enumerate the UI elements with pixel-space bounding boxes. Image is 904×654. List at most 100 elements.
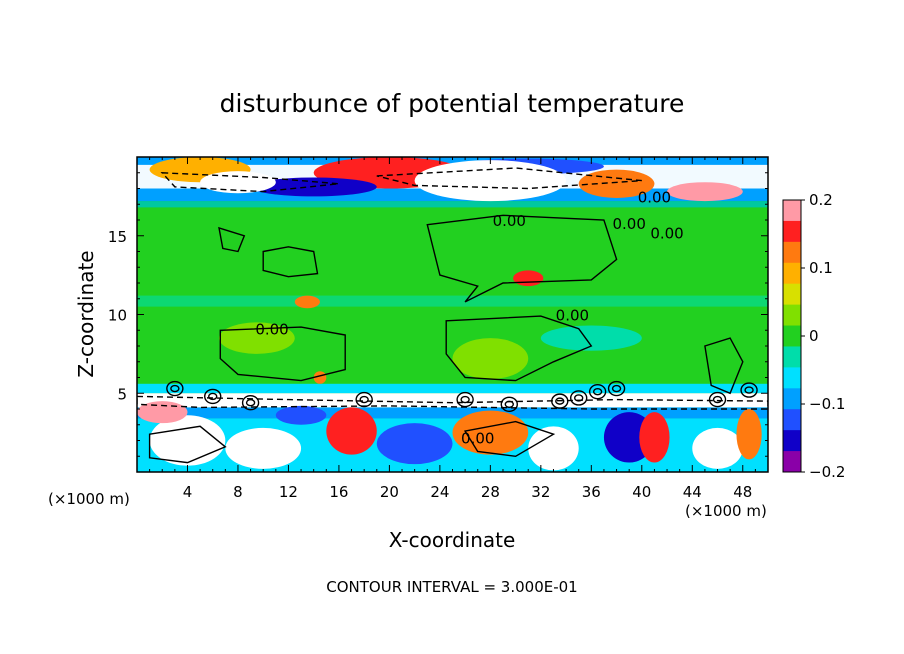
field-patch [639, 412, 670, 463]
contour-label: 0.00 [255, 321, 288, 339]
contour-line [160, 172, 339, 193]
contour-curl [166, 380, 184, 397]
x-tick-label: 12 [279, 483, 298, 501]
contour-labels: 0.00 0.00 0.00 0.00 0.00 0.00 0.00 [255, 188, 683, 447]
contour-curl [551, 393, 569, 409]
field-layers [137, 157, 768, 472]
contour-curl [355, 391, 373, 408]
field-band [137, 295, 768, 307]
contour-line [704, 337, 744, 395]
x-tick-label: 28 [481, 483, 500, 501]
contour-label: 0.00 [493, 212, 526, 230]
colorbar-tick-label: 0.2 [809, 191, 833, 209]
colorbar-segment [783, 241, 801, 264]
contour-line [218, 226, 246, 253]
contour-label: 0.00 [556, 307, 589, 325]
contour-curl [592, 387, 603, 396]
field-patch [225, 427, 302, 469]
field-patch [200, 171, 276, 194]
y-axis: 5 10 15 [108, 172, 768, 457]
x-tick-label: 4 [183, 483, 193, 501]
contour-curl [245, 399, 256, 407]
contour-label: 0.00 [612, 215, 645, 233]
contour-curl [456, 391, 474, 408]
colorbar-segment [783, 283, 801, 306]
colorbar-segment [783, 451, 801, 473]
contour-curl [574, 394, 584, 402]
field-patch [294, 295, 320, 309]
colorbar-segment [783, 367, 801, 389]
colorbar-tick-label: 0.1 [809, 259, 833, 277]
field-band [137, 201, 768, 208]
colorbar-segment [783, 409, 801, 431]
x-axis: 4 8 12 16 20 24 28 32 36 40 44 48 [149, 157, 756, 501]
colorbar-segment [783, 346, 801, 368]
contour-line [137, 395, 768, 410]
y-axis-unit: (×1000 m) [48, 490, 130, 508]
field-patch [692, 427, 743, 469]
x-tick-label: 8 [233, 483, 243, 501]
x-tick-label: 20 [380, 483, 399, 501]
contour-interval: CONTOUR INTERVAL = 3.000E-01 [326, 578, 577, 596]
field-band [137, 393, 768, 408]
contour-curl [170, 384, 180, 393]
contour-curl [744, 386, 754, 394]
colorbar-segment [783, 262, 801, 285]
colorbar-tick-label: −0.1 [809, 395, 845, 413]
contour-curl [555, 397, 565, 405]
x-tick-label: 44 [683, 483, 702, 501]
contour-line [426, 214, 618, 303]
field-patch [313, 371, 327, 384]
x-tick-label: 36 [582, 483, 601, 501]
contour-curl [241, 395, 260, 411]
contour-curl [588, 383, 607, 400]
contour-curl [504, 400, 514, 408]
field-patch [414, 160, 567, 202]
x-axis-unit: (×1000 m) [685, 502, 767, 520]
field-band [137, 383, 768, 394]
chart-title: disturbunce of potential temperature [220, 89, 685, 118]
x-tick-label: 32 [531, 483, 550, 501]
contour-line [262, 246, 319, 278]
contour-curl [500, 396, 518, 412]
field-patch [376, 423, 453, 465]
contour-curl [570, 390, 588, 406]
colorbar-segment [783, 200, 801, 222]
contour-curl [708, 391, 727, 408]
y-tick-label: 5 [117, 385, 127, 403]
contour-curl [607, 380, 626, 397]
x-tick-label: 16 [329, 483, 348, 501]
field-patch [452, 338, 529, 380]
x-tick-label: 24 [430, 483, 449, 501]
x-tick-label: 48 [733, 483, 752, 501]
colorbar-segment [783, 430, 801, 452]
contour-curl [740, 382, 758, 398]
field-patch [513, 270, 544, 287]
field-patch [326, 407, 377, 455]
field-band [137, 407, 768, 419]
y-axis-label: Z-coordinate [74, 250, 98, 377]
colorbar-tick-label: 0 [809, 327, 819, 345]
x-tick-label: 40 [632, 483, 651, 501]
colorbar-segment [783, 220, 801, 243]
colorbar-segment [783, 325, 801, 347]
contour-lines [137, 167, 768, 464]
colorbar: 0.2 0.1 0 −0.1 −0.2 [782, 191, 845, 481]
colorbar-tick-label: −0.2 [809, 463, 845, 481]
contour-line [376, 167, 642, 190]
field-patch [667, 182, 743, 202]
contour-curl [712, 395, 723, 404]
contour-line [463, 420, 556, 458]
contour-line [148, 425, 227, 464]
contour-line [219, 326, 346, 382]
contour-curl [460, 395, 470, 404]
contour-curl [204, 388, 222, 405]
contour-label: 0.00 [638, 188, 671, 206]
contour-curl [208, 392, 218, 401]
field-patch [149, 415, 226, 466]
contour-label: 0.00 [650, 225, 683, 243]
field-patch [540, 325, 642, 351]
field-patch [452, 410, 529, 455]
plot-area: 0.00 0.00 0.00 0.00 0.00 0.00 0.00 [137, 157, 768, 472]
